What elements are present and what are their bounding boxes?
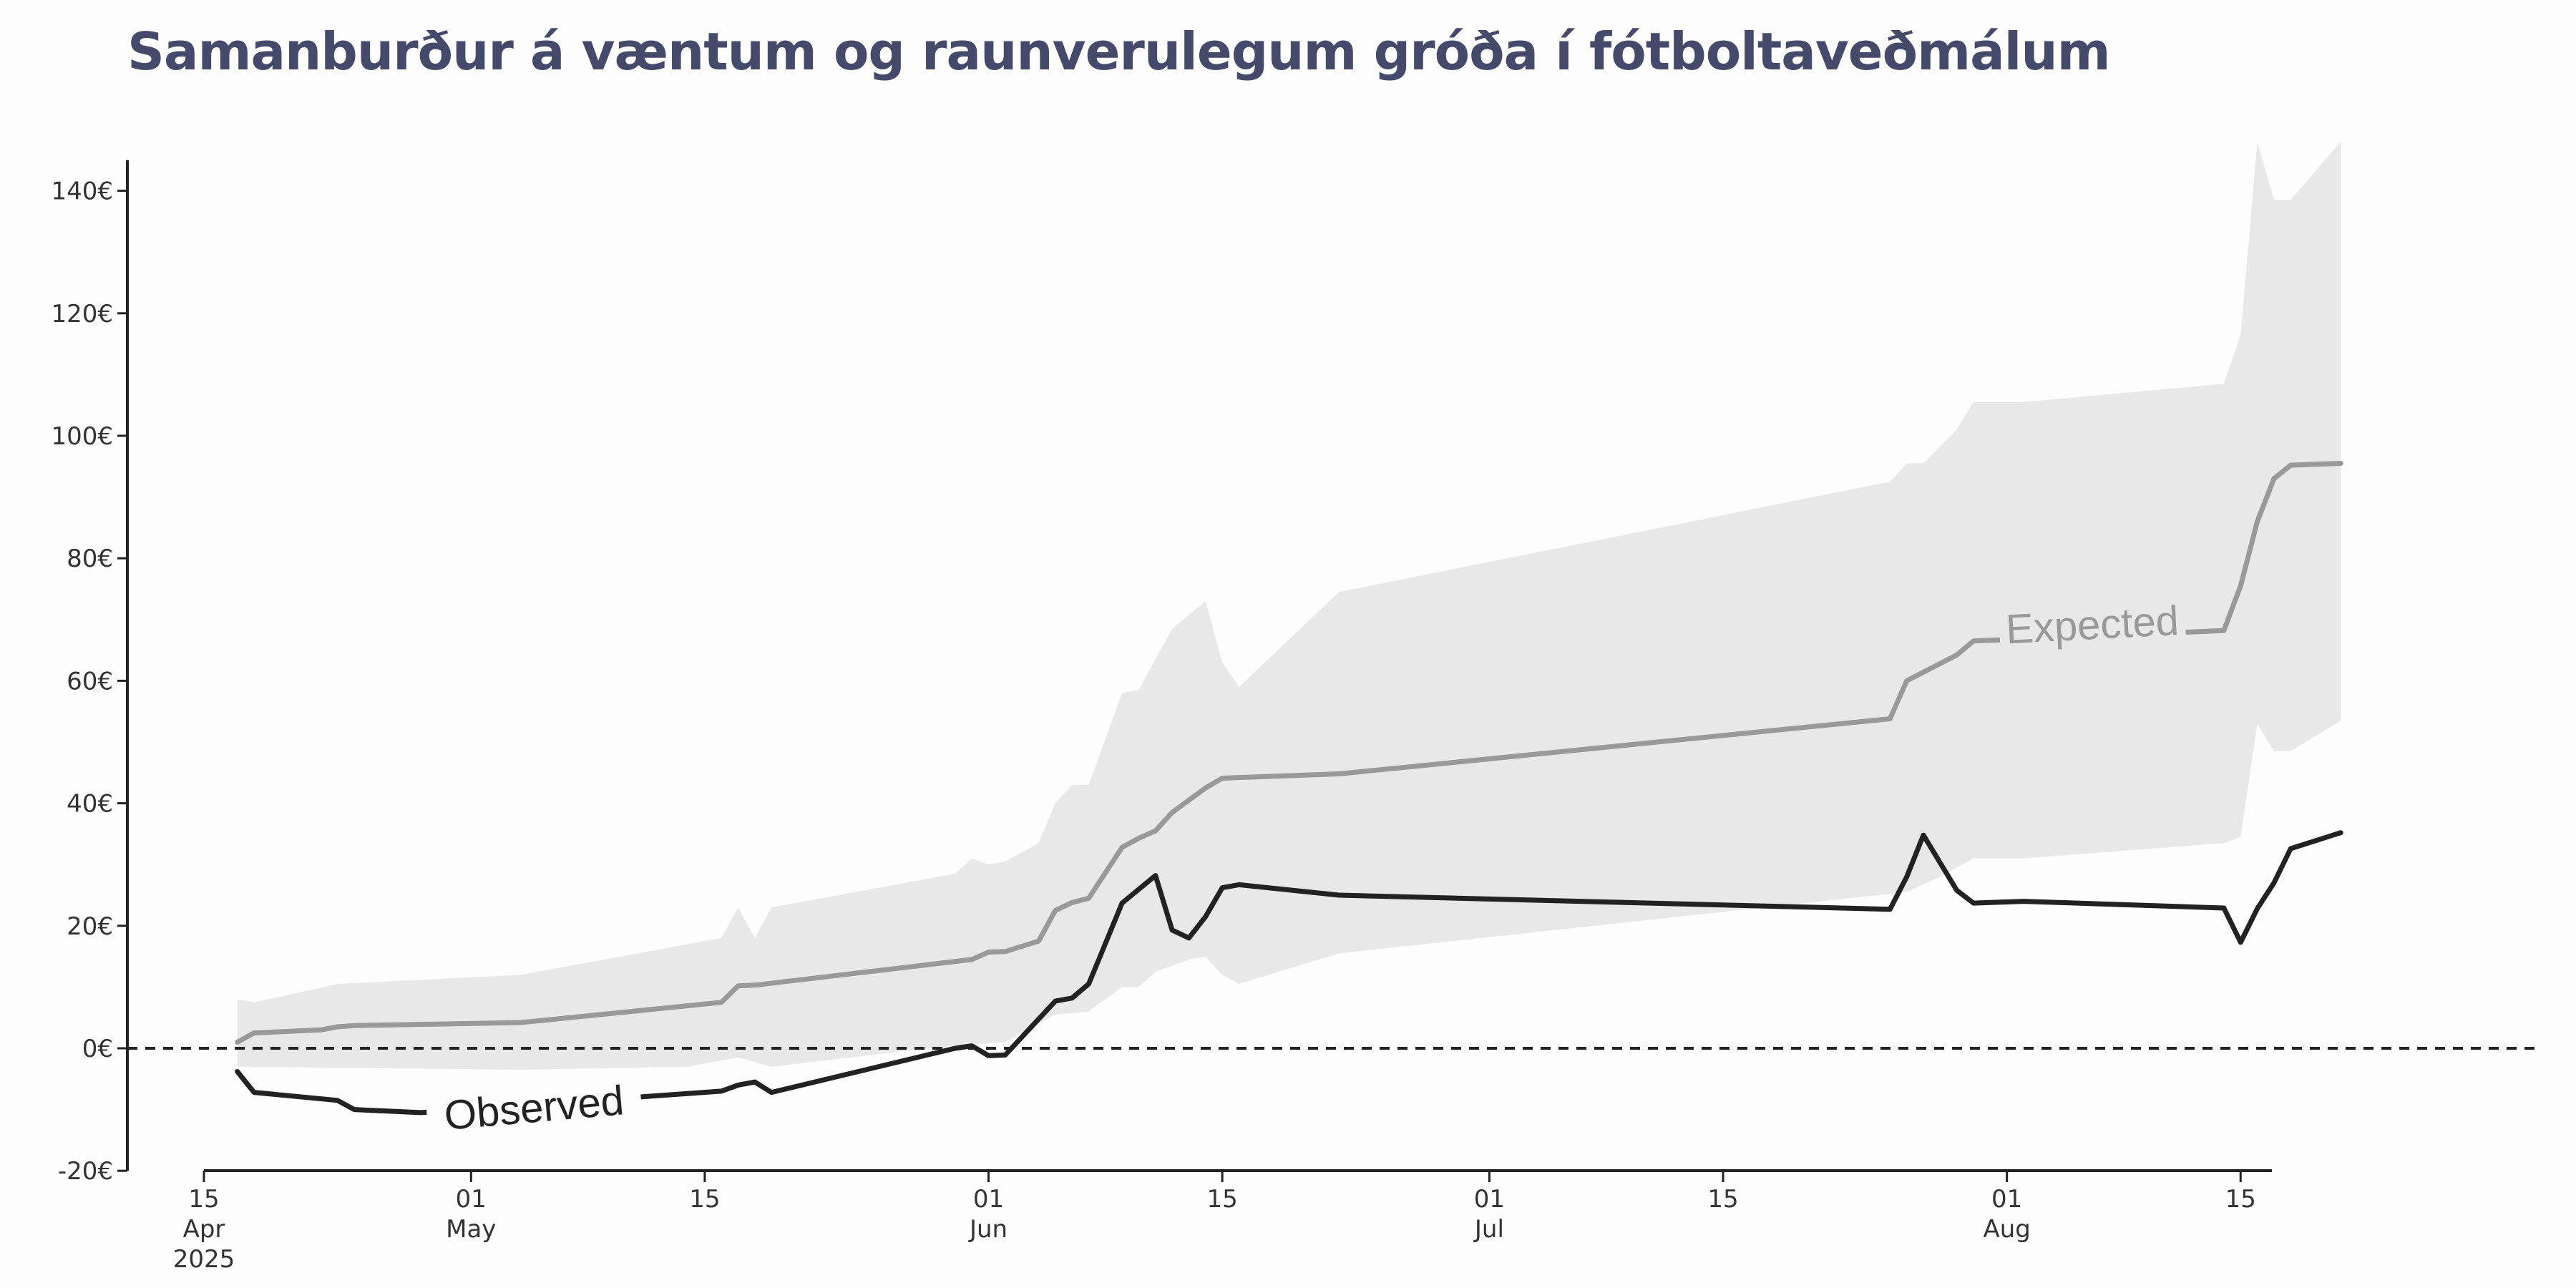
- confidence-band: [237, 142, 2341, 1070]
- chart-title: Samanburður á væntum og raunverulegum gr…: [127, 21, 2111, 82]
- x-tick-label: Jun: [968, 1215, 1008, 1244]
- y-tick-label: 20€: [67, 912, 113, 941]
- x-tick-label: 01: [1474, 1185, 1505, 1214]
- y-tick-label: -20€: [58, 1157, 113, 1186]
- series-label-group: Observed: [424, 1070, 643, 1139]
- x-tick-label: 01: [973, 1185, 1004, 1214]
- series-label-group: Expected: [1998, 595, 2187, 653]
- y-tick-label: 0€: [82, 1035, 113, 1063]
- y-tick-label: 60€: [67, 667, 113, 696]
- y-tick-label: 100€: [51, 422, 113, 451]
- series-label-background: [424, 1070, 643, 1139]
- x-tick-label: 15: [2225, 1185, 2256, 1214]
- x-tick-label: 01: [456, 1185, 487, 1214]
- x-tick-label: Jul: [1473, 1215, 1504, 1244]
- y-tick-label: 40€: [67, 790, 113, 819]
- x-tick-label: 01: [1991, 1185, 2022, 1214]
- axes-layer: -20€0€20€40€60€80€100€120€140€15Apr20250…: [51, 160, 2272, 1274]
- series-line-observed: [235, 830, 2343, 1116]
- x-tick-label: 15: [689, 1185, 720, 1214]
- y-tick-label: 120€: [51, 300, 113, 328]
- x-tick-label: May: [446, 1215, 496, 1244]
- series-labels-layer: Expected Observed: [424, 595, 2187, 1139]
- series-label-expected: Expected: [2005, 597, 2180, 653]
- series-label-background: [1998, 595, 2187, 650]
- x-tick-label: Apr: [183, 1215, 225, 1244]
- x-tick-label: 15: [188, 1185, 219, 1214]
- x-tick-label: 2025: [173, 1245, 235, 1274]
- y-tick-label: 80€: [67, 545, 113, 573]
- confidence-band-layer: [237, 142, 2341, 1070]
- x-tick-label: 15: [1707, 1185, 1738, 1214]
- x-tick-label: Aug: [1983, 1215, 2030, 1244]
- y-tick-label: 140€: [51, 177, 113, 206]
- x-tick-label: 15: [1206, 1185, 1237, 1214]
